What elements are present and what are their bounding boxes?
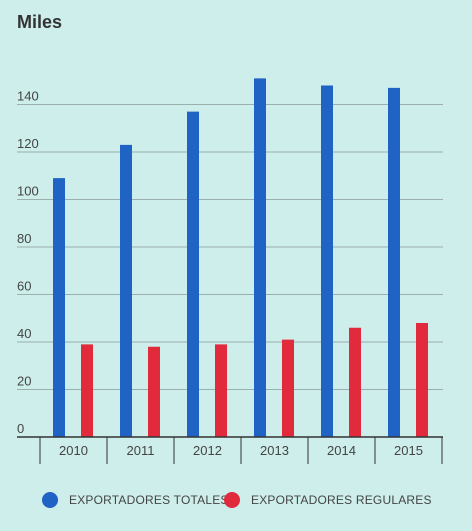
bar-exportadores-totales-2015 bbox=[388, 87, 400, 437]
bar-exportadores-regulares-2010 bbox=[81, 344, 93, 437]
y-tick-label: 40 bbox=[17, 326, 31, 341]
bar-exportadores-regulares-2012 bbox=[215, 344, 227, 437]
bar-exportadores-regulares-2011 bbox=[148, 346, 160, 437]
chart-title: Miles bbox=[17, 12, 63, 32]
bars bbox=[53, 78, 428, 437]
x-tick-label: 2011 bbox=[127, 443, 155, 458]
y-tick-label: 100 bbox=[17, 184, 39, 199]
legend-marker bbox=[42, 492, 58, 508]
x-tick-label: 2013 bbox=[260, 443, 289, 458]
bar-exportadores-totales-2013 bbox=[254, 78, 266, 437]
bar-exportadores-regulares-2013 bbox=[282, 339, 294, 437]
legend: EXPORTADORES TOTALES EXPORTADORES REGULAR… bbox=[42, 492, 432, 508]
y-tick-label: 80 bbox=[17, 231, 31, 246]
y-tick-label: 60 bbox=[17, 279, 31, 294]
y-tick-label: 0 bbox=[17, 421, 24, 436]
bar-exportadores-totales-2010 bbox=[53, 178, 65, 437]
x-tick-label: 2014 bbox=[327, 443, 356, 458]
y-tick-label: 140 bbox=[17, 89, 39, 104]
bar-exportadores-totales-2014 bbox=[321, 85, 333, 437]
bar-exportadores-regulares-2015 bbox=[416, 323, 428, 437]
bar-exportadores-totales-2012 bbox=[187, 111, 199, 437]
y-tick-label: 20 bbox=[17, 374, 31, 389]
x-tick-label: 2012 bbox=[193, 443, 222, 458]
bar-exportadores-totales-2011 bbox=[120, 144, 132, 437]
bar-exportadores-regulares-2014 bbox=[349, 327, 361, 437]
y-tick-label: 120 bbox=[17, 136, 39, 151]
legend-marker bbox=[224, 492, 240, 508]
x-tick-label: 2015 bbox=[394, 443, 423, 458]
y-axis-ticks: 0 20 40 60 80 100 120 140 bbox=[17, 89, 39, 437]
x-axis: 2010 2011 2012 2013 2014 2015 bbox=[17, 436, 443, 464]
gridlines bbox=[17, 104, 443, 390]
legend-label: EXPORTADORES REGULARES bbox=[251, 493, 432, 507]
legend-label: EXPORTADORES TOTALES bbox=[69, 493, 229, 507]
x-tick-label: 2010 bbox=[59, 443, 88, 458]
